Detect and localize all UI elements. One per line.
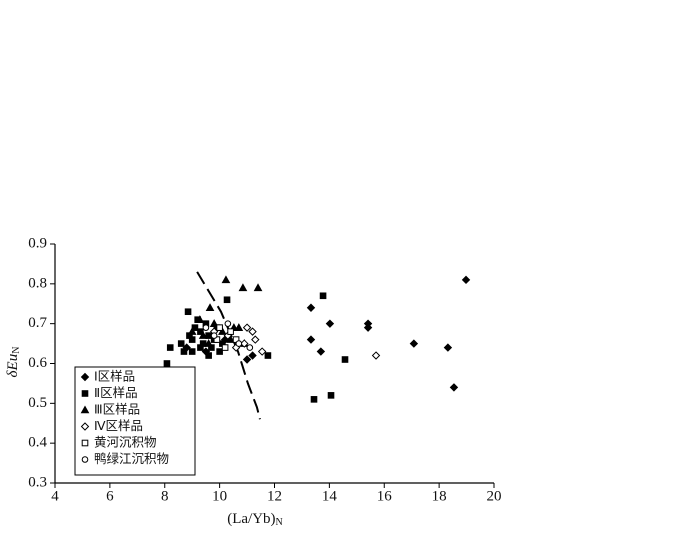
point [205, 352, 212, 359]
legend-label: Ⅰ区样品 [94, 369, 135, 384]
point [195, 315, 205, 323]
point [226, 335, 235, 343]
x-tick-label: 16 [377, 488, 393, 504]
x-tick-label: 18 [432, 488, 447, 504]
point [246, 344, 254, 351]
y-tick-label: 0.4 [28, 435, 47, 451]
point [306, 335, 316, 344]
legend-label: Ⅳ区样品 [94, 418, 143, 433]
x-tick-label: 20 [487, 488, 502, 504]
y-tick-label: 0.6 [28, 355, 47, 371]
point [221, 344, 229, 351]
point [184, 308, 192, 316]
y-tick-label: 0.7 [28, 315, 47, 331]
point [316, 347, 326, 356]
y-label-text: δEu [5, 354, 21, 378]
point [319, 292, 327, 300]
point [224, 320, 232, 327]
legend-marker [80, 422, 90, 431]
x-label-subscript: N [276, 517, 283, 528]
point [461, 275, 471, 285]
y-axis-label: δEuN [5, 347, 22, 378]
y-tick-label: 0.9 [28, 235, 47, 251]
point [253, 283, 263, 292]
legend-marker [80, 405, 90, 414]
legend-label: Ⅲ区样品 [94, 402, 140, 417]
point [187, 327, 197, 335]
point [210, 332, 218, 339]
point [325, 319, 335, 328]
x-label-text: (La/Yb) [227, 511, 275, 527]
point [238, 283, 248, 292]
point [197, 344, 204, 351]
point [218, 327, 227, 335]
point [166, 344, 174, 351]
legend-marker [80, 372, 90, 382]
point [251, 335, 260, 344]
legend-marker [81, 439, 89, 447]
point [234, 323, 244, 331]
point [240, 339, 249, 348]
y-tick-label: 0.3 [28, 474, 47, 490]
point [235, 340, 243, 347]
legend-box [74, 366, 196, 476]
boundary-line [196, 271, 261, 420]
point [363, 323, 373, 332]
point [443, 343, 453, 352]
x-axis-label: (La/Yb)N [227, 511, 283, 528]
point [205, 303, 215, 312]
point [310, 396, 318, 403]
point [449, 383, 459, 392]
x-tick-label: 10 [212, 488, 227, 504]
point [177, 340, 185, 347]
legend-label: 鸭绿江沉积物 [94, 451, 169, 466]
point [216, 324, 223, 331]
point [188, 348, 196, 355]
point [409, 339, 419, 348]
point [341, 356, 349, 363]
point [242, 355, 252, 364]
x-tick-label: 8 [161, 488, 169, 504]
point [371, 351, 381, 360]
point [204, 339, 213, 347]
point [221, 275, 231, 284]
x-tick-label: 6 [106, 488, 114, 504]
point [209, 319, 219, 327]
y-tick-label: 0.8 [28, 275, 47, 291]
legend-marker [81, 456, 89, 463]
x-tick-label: 4 [51, 488, 59, 504]
x-tick-label: 12 [267, 488, 282, 504]
legend-label: 黄河沉积物 [94, 435, 157, 450]
point [264, 352, 272, 359]
legend-marker [81, 390, 89, 397]
point [306, 303, 316, 312]
point [248, 327, 257, 336]
point [163, 360, 171, 367]
point [198, 331, 208, 339]
point [180, 348, 188, 355]
legend-label: Ⅱ区样品 [94, 385, 138, 400]
point [257, 347, 267, 356]
point [227, 328, 234, 335]
y-tick-label: 0.5 [28, 395, 47, 411]
point [223, 296, 231, 304]
x-tick-label: 14 [322, 488, 338, 504]
point [242, 323, 252, 332]
y-label-subscript: N [11, 347, 22, 354]
point [216, 348, 223, 355]
point [327, 392, 335, 399]
point [202, 324, 210, 331]
point [188, 336, 196, 343]
point [248, 351, 257, 360]
